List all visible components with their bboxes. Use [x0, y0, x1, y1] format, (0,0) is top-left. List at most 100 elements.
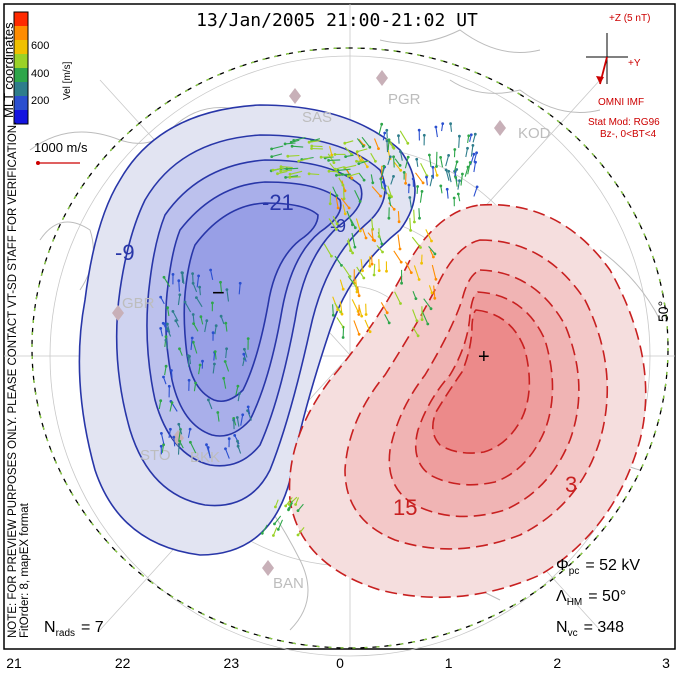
velocity-vector-origin	[399, 168, 403, 172]
velocity-vector-origin	[420, 190, 424, 193]
velocity-vector	[214, 325, 217, 335]
velocity-vector-origin	[310, 147, 313, 150]
velocity-vector-origin	[411, 177, 415, 181]
velocity-vector-origin	[413, 220, 416, 224]
velocity-vector-origin	[162, 443, 166, 447]
colorbar-frame	[13, 11, 29, 125]
velocity-vector-origin	[310, 144, 314, 148]
velocity-vector	[354, 190, 361, 202]
velocity-vector	[192, 283, 198, 293]
velocity-vector-origin	[344, 155, 347, 159]
velocity-vector-origin	[416, 185, 419, 188]
velocity-vector-origin	[387, 216, 391, 220]
velocity-vector	[399, 151, 403, 161]
velocity-vector	[293, 136, 306, 141]
velocity-vector	[370, 152, 376, 162]
velocity-vector-origin	[471, 144, 475, 147]
velocity-vector-origin	[347, 206, 351, 210]
velocity-vector-origin	[362, 276, 366, 280]
velocity-vector	[361, 227, 367, 239]
velocity-vector-origin	[475, 151, 478, 155]
velocity-vector	[277, 170, 288, 175]
velocity-vector	[189, 442, 197, 454]
velocity-vector-origin	[276, 528, 280, 531]
velocity-vector-origin	[358, 229, 362, 233]
velocity-vector	[198, 364, 201, 375]
velocity-vector-origin	[409, 229, 412, 232]
velocity-vector-origin	[242, 357, 246, 361]
velocity-vector	[236, 417, 240, 427]
velocity-vector	[280, 169, 293, 172]
velocity-vector-origin	[397, 220, 401, 224]
colorbar-tick-600: 600	[31, 40, 49, 52]
velocity-vector	[336, 317, 344, 328]
velocity-vector-origin	[368, 145, 372, 149]
velocity-vector-origin	[159, 295, 163, 299]
velocity-vector	[192, 342, 198, 354]
velocity-vector-origin	[343, 189, 347, 193]
velocity-vector	[226, 289, 230, 302]
station-marker-kod	[494, 120, 506, 136]
velocity-vector	[286, 167, 299, 170]
velocity-vector-origin	[224, 321, 228, 325]
velocity-vector	[340, 197, 350, 209]
velocity-vector	[328, 159, 341, 161]
velocity-vector-origin	[296, 533, 300, 537]
velocity-vector	[219, 282, 223, 293]
velocity-vector-origin	[355, 150, 359, 154]
velocity-vector	[361, 136, 371, 148]
velocity-vector	[394, 291, 401, 304]
velocity-vector-origin	[397, 134, 400, 138]
velocity-vector	[160, 433, 165, 445]
velocity-vector	[336, 174, 350, 176]
velocity-vector	[445, 155, 450, 167]
velocity-vector-origin	[327, 169, 331, 173]
velocity-vector-origin	[279, 169, 283, 173]
velocity-vector	[393, 161, 402, 171]
stats-block: Φpc = 52 kV ΛHM = 50° Nvc = 348 Nrads = 7	[44, 557, 640, 639]
velocity-vector	[370, 255, 373, 265]
velocity-vector-origin	[414, 297, 418, 300]
velocity-vector	[285, 175, 299, 178]
potential-minimum-marker: −	[212, 280, 225, 305]
velocity-vector-origin	[370, 262, 374, 266]
plot-title: 13/Jan/2005 21:00-21:02 UT	[196, 10, 478, 31]
velocity-vector-origin	[242, 352, 246, 356]
station-label-kod: KOD	[518, 125, 551, 142]
velocity-vector	[435, 126, 438, 138]
velocity-vector	[224, 448, 230, 459]
velocity-vector	[272, 167, 284, 171]
velocity-vector-origin	[404, 181, 407, 185]
velocity-vector-origin	[205, 319, 209, 323]
station-marker-sto	[172, 430, 184, 446]
velocity-vector	[334, 166, 345, 170]
latitude-label: 50°	[655, 301, 671, 322]
velocity-vector	[235, 385, 239, 396]
velocity-vector-origin	[161, 321, 165, 325]
mlt-tick-label: 23	[224, 655, 240, 671]
velocity-vector-origin	[195, 296, 198, 299]
velocity-vector-origin	[241, 413, 245, 417]
velocity-vector-origin	[435, 165, 438, 168]
velocity-vector	[413, 265, 420, 280]
velocity-vector	[223, 378, 227, 389]
velocity-vector	[165, 340, 169, 349]
velocity-vector-origin	[387, 196, 391, 200]
velocity-vector	[162, 323, 169, 333]
velocity-vector-origin	[283, 142, 287, 146]
velocity-vector-origin	[243, 347, 246, 351]
velocity-vector-origin	[430, 291, 434, 295]
velocity-vector-origin	[207, 398, 210, 402]
velocity-vector	[346, 240, 354, 254]
velocity-vector	[271, 145, 284, 150]
velocity-vector-origin	[288, 172, 292, 176]
velocity-vector-origin	[170, 369, 173, 372]
stat-phi-pc: Φpc = 52 kV	[556, 557, 640, 577]
velocity-vector	[355, 218, 361, 232]
velocity-vector	[187, 428, 191, 438]
velocity-vector	[405, 261, 412, 273]
velocity-vector-origin	[380, 122, 384, 126]
velocity-vector-origin	[371, 238, 375, 242]
velocity-vector-origin	[219, 314, 223, 318]
station-label-gbr: GBR	[122, 295, 155, 312]
